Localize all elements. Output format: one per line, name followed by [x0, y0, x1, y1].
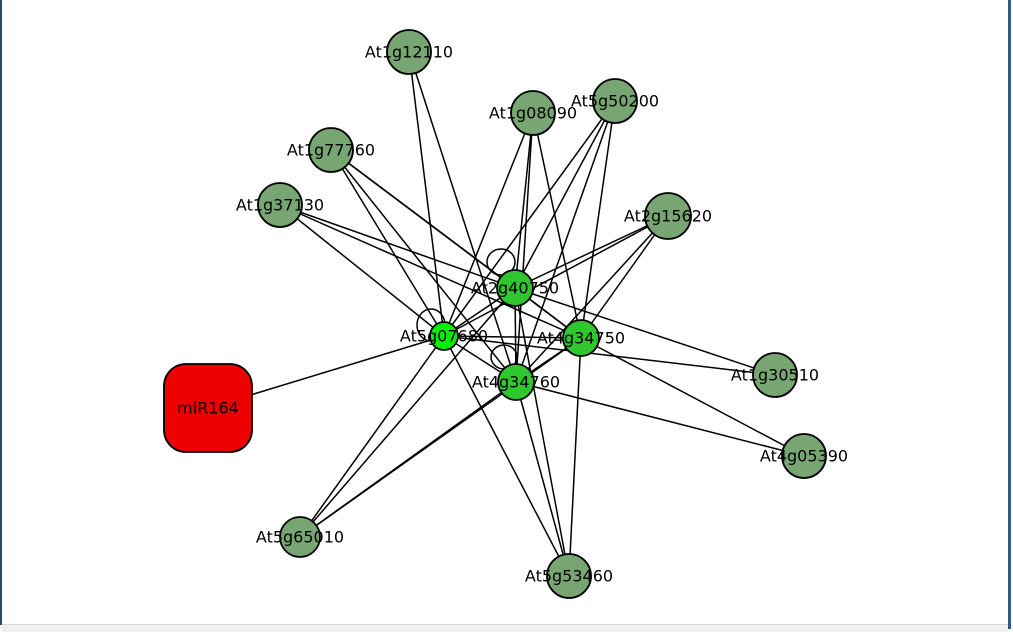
edge-At5g53460-At4g34750[interactable] [568, 337, 582, 577]
edge-At1g77760-At4g34760[interactable] [330, 149, 517, 383]
edge-At5g53460-At4g34760[interactable] [515, 381, 570, 577]
edge-At4g05390-At4g34760[interactable] [515, 381, 805, 457]
node-At5g50200[interactable] [592, 78, 638, 124]
edge-At4g05390-At4g34750[interactable] [580, 337, 805, 457]
status-bar [2, 624, 1008, 632]
edge-At1g37130-At5g07680[interactable] [279, 204, 445, 337]
node-At2g40750[interactable] [496, 269, 534, 307]
node-At1g37130[interactable] [257, 182, 303, 228]
node-At4g34750[interactable] [562, 319, 600, 357]
edge-At1g37130-At2g40750[interactable] [279, 204, 516, 289]
edge-At1g12110-At4g34760[interactable] [408, 51, 517, 383]
node-At4g34760[interactable] [497, 363, 535, 401]
edge-At5g65010-At4g34760[interactable] [299, 381, 517, 538]
edge-At2g15620-At4g34760[interactable] [515, 215, 669, 383]
edge-At1g08090-At2g40750[interactable] [514, 112, 534, 289]
node-At5g65010[interactable] [279, 516, 321, 558]
edge-At5g50200-At4g34760[interactable] [515, 100, 616, 383]
edge-At5g50200-At5g07680[interactable] [443, 100, 616, 337]
self-loop-At2g40750[interactable] [486, 248, 516, 276]
node-At5g07680[interactable] [429, 321, 459, 351]
node-At4g05390[interactable] [781, 433, 827, 479]
edge-At5g50200-At2g40750[interactable] [514, 100, 616, 289]
edge-At1g30510-At2g40750[interactable] [514, 287, 776, 376]
window-border-left [0, 0, 2, 625]
edge-At5g65010-At5g07680[interactable] [299, 335, 445, 538]
node-miR164[interactable] [163, 363, 253, 453]
edge-At5g65010-At2g40750[interactable] [299, 287, 516, 538]
window-border-right [1008, 0, 1011, 629]
edge-At2g15620-At5g07680[interactable] [443, 215, 669, 337]
node-At2g15620[interactable] [644, 192, 692, 240]
edge-At5g53460-At2g40750[interactable] [514, 287, 570, 577]
edge-At5g07680-At4g34750[interactable] [443, 335, 582, 339]
edge-At1g08090-At5g07680[interactable] [443, 112, 534, 337]
edge-At5g50200-At4g34750[interactable] [580, 100, 616, 339]
edge-At2g15620-At2g40750[interactable] [514, 215, 669, 289]
edge-At5g53460-At5g07680[interactable] [443, 335, 570, 577]
edge-At1g37130-At4g34750[interactable] [279, 204, 582, 339]
node-At1g08090[interactable] [510, 90, 556, 136]
node-At1g77760[interactable] [308, 127, 354, 173]
node-At1g30510[interactable] [752, 352, 798, 398]
edge-At1g08090-At4g34750[interactable] [532, 112, 582, 339]
node-At1g12110[interactable] [386, 29, 432, 75]
edge-At1g12110-At5g07680[interactable] [408, 51, 445, 337]
node-At5g53460[interactable] [546, 553, 592, 599]
edge-At1g30510-At5g07680[interactable] [443, 335, 776, 376]
edge-At2g15620-At4g34750[interactable] [580, 215, 669, 339]
